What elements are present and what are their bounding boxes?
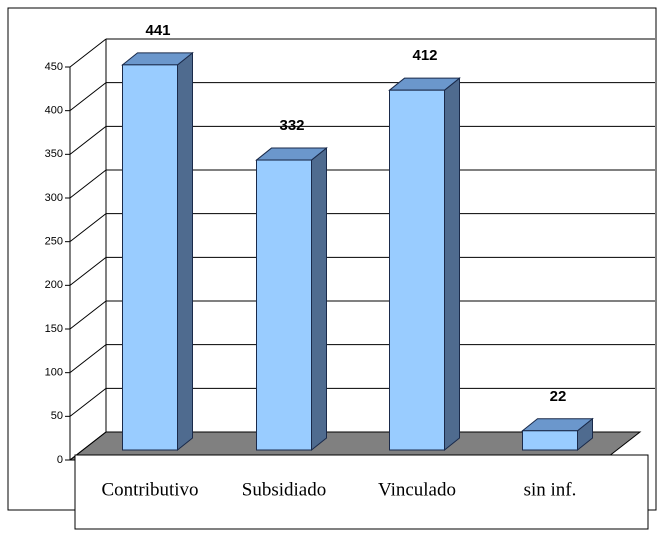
bar-side [444,77,460,452]
x-tick-label: Subsidiado [242,479,326,500]
grid-line [69,213,107,243]
y-tick-label: 400 [45,105,63,117]
value-label: 412 [412,47,437,64]
bar [522,430,578,451]
y-tick-label: 250 [45,236,63,248]
y-tick-label: 200 [45,279,63,291]
grid-line [69,82,107,112]
y-tick-label: 50 [51,410,63,422]
y-tick-label: 300 [45,192,63,204]
x-tick-label: sin inf. [524,479,577,500]
y-tick-label: 450 [45,61,63,73]
grid-line [69,387,107,417]
y-tick-label: 350 [45,148,63,160]
bar [389,89,445,451]
value-label: 441 [145,22,170,39]
grid-line [69,300,107,330]
y-tick-label: 150 [45,323,63,335]
value-label: 22 [550,388,567,405]
bar-side [177,51,193,452]
bar-side [311,147,327,452]
grid-line [69,169,107,199]
bar [122,64,178,451]
y-tick-label: 0 [57,454,63,466]
x-tick-label: Vinculado [378,479,456,500]
grid-line [69,125,107,155]
plot-area: 0 50 100 150 200 250 300 350 400 450 441 332 412 22 [45,22,655,466]
grid-line [69,38,107,68]
grid-line [69,256,107,286]
x-tick-label: Contributivo [101,479,198,500]
grid-line [69,344,107,374]
bar [256,159,312,451]
value-label: 332 [279,117,304,134]
y-tick-label: 100 [45,367,63,379]
legend-box [74,454,649,530]
